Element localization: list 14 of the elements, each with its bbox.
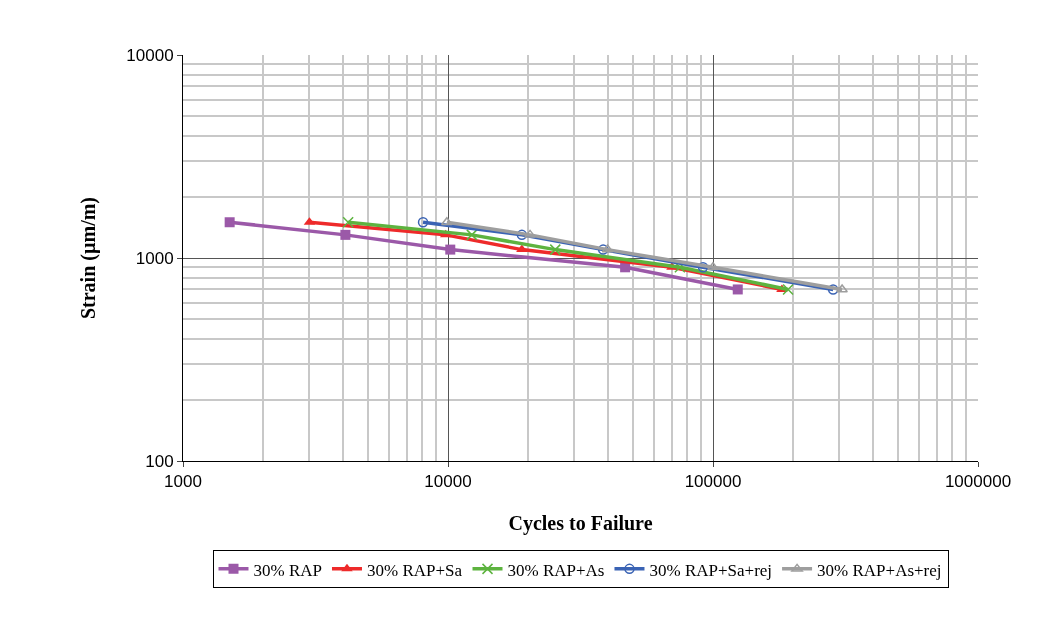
x-tick-label: 1000	[164, 472, 202, 492]
y-axis-title: Strain (µm/m)	[76, 196, 100, 320]
legend-label: 30% RAP+Sa+rej	[649, 560, 773, 580]
x-tick-label: 10000	[424, 472, 472, 492]
x-axis-title: Cycles to Failure	[508, 511, 653, 535]
legend-label: 30% RAP+As	[507, 560, 605, 580]
legend-label: 30% RAP+As+rej	[817, 560, 942, 580]
y-tick-label: 100	[145, 451, 174, 471]
legend-label: 30% RAP	[253, 560, 322, 580]
x-tick-label: 100000	[684, 472, 742, 492]
legend-label: 30% RAP+Sa	[366, 560, 463, 580]
y-tick-label: 10000	[126, 45, 174, 65]
x-tick-label: 1000000	[944, 472, 1012, 492]
y-tick-label: 1000	[135, 248, 174, 268]
